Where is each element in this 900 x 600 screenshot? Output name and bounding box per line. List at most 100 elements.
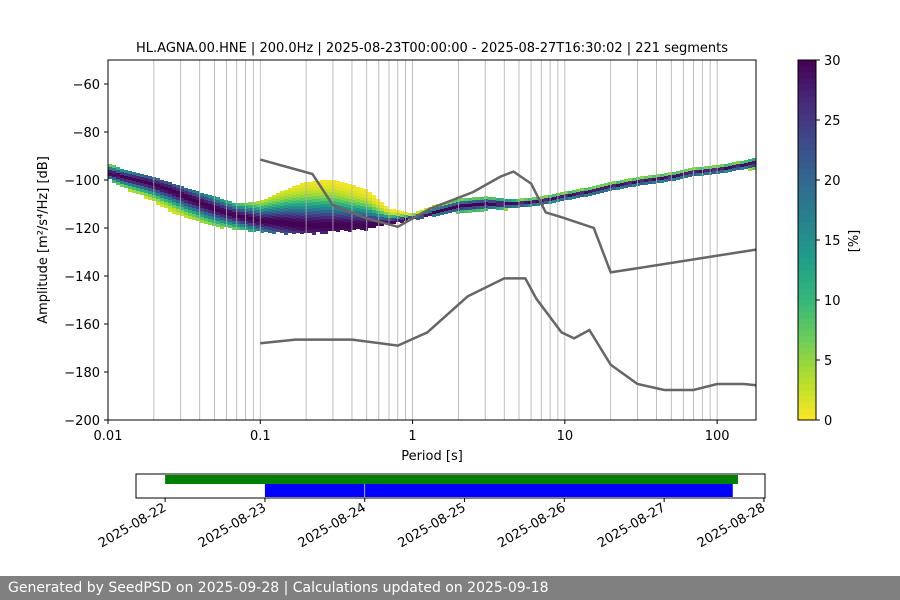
heatmap-cell — [644, 179, 648, 182]
y-tick-label: −180 — [64, 366, 100, 381]
heatmap-cell — [492, 203, 496, 206]
heatmap-cell — [160, 186, 164, 189]
heatmap-cell — [508, 199, 512, 202]
heatmap-cell — [572, 190, 576, 193]
heatmap-cell — [660, 177, 664, 180]
heatmap-cell — [336, 199, 340, 202]
heatmap-cell — [716, 168, 720, 171]
heatmap-cell — [308, 224, 312, 227]
heatmap-cell — [176, 209, 180, 212]
heatmap-cell — [308, 230, 312, 233]
heatmap-cell — [276, 196, 280, 199]
heatmap-cell — [204, 203, 208, 206]
heatmap-cell — [364, 192, 368, 195]
y-tick-label: −200 — [64, 414, 100, 429]
heatmap-cell — [312, 202, 316, 205]
heatmap-cell — [688, 171, 692, 174]
heatmap-cell — [356, 211, 360, 214]
heatmap-cell — [172, 211, 176, 214]
heatmap-cell — [664, 173, 668, 176]
heatmap-cell — [288, 200, 292, 203]
heatmap-cell — [240, 215, 244, 218]
heatmap-cell — [388, 212, 392, 215]
heatmap-cell — [364, 210, 368, 213]
heatmap-cell — [340, 200, 344, 203]
heatmap-cell — [296, 185, 300, 188]
colorbar-segment — [798, 306, 816, 313]
colorbar-tick-label: 30 — [824, 54, 841, 69]
heatmap-cell — [256, 201, 260, 204]
heatmap-cell — [276, 208, 280, 211]
heatmap-cell — [312, 181, 316, 184]
colorbar-segment — [798, 396, 816, 403]
heatmap-cell — [324, 183, 328, 186]
heatmap-cell — [336, 196, 340, 199]
heatmap-cell — [248, 220, 252, 223]
heatmap-cell — [172, 208, 176, 211]
heatmap-cell — [728, 166, 732, 169]
heatmap-cell — [264, 202, 268, 205]
heatmap-cell — [536, 203, 540, 206]
heatmap-cell — [220, 202, 224, 205]
heatmap-cell — [164, 193, 168, 196]
heatmap-cell — [224, 215, 228, 218]
heatmap-cell — [160, 195, 164, 198]
heatmap-cell — [384, 209, 388, 212]
heatmap-cell — [272, 216, 276, 219]
heatmap-cell — [348, 208, 352, 211]
heatmap-cell — [348, 199, 352, 202]
heatmap-cell — [372, 216, 376, 219]
heatmap-cell — [340, 212, 344, 215]
heatmap-cell — [268, 203, 272, 206]
heatmap-cell — [328, 189, 332, 192]
heatmap-cell — [312, 184, 316, 187]
heatmap-cell — [268, 218, 272, 221]
heatmap-cell — [452, 206, 456, 209]
heatmap-cell — [244, 227, 248, 230]
heatmap-cell — [308, 188, 312, 191]
heatmap-cell — [248, 202, 252, 205]
heatmap-cell — [360, 224, 364, 227]
heatmap-cell — [336, 226, 340, 229]
heatmap-cell — [252, 220, 256, 223]
heatmap-cell — [352, 185, 356, 188]
heatmap-cell — [272, 228, 276, 231]
heatmap-cell — [156, 184, 160, 187]
heatmap-cell — [316, 223, 320, 226]
heatmap-cell — [140, 183, 144, 186]
data-availability-timeline: 2025-08-22 2025-08-23 2025-08-24 2025-08-25… — [96, 473, 768, 551]
heatmap-cell — [448, 207, 452, 210]
heatmap-cell — [268, 206, 272, 209]
heatmap-cell — [208, 204, 212, 207]
heatmap-cell — [112, 180, 116, 183]
heatmap-cell — [360, 194, 364, 197]
heatmap-cell — [180, 192, 184, 195]
colorbar-segment — [798, 132, 816, 139]
heatmap-cell — [496, 204, 500, 207]
heatmap-cell — [564, 191, 568, 194]
heatmap-cell — [212, 196, 216, 199]
heatmap-cell — [352, 188, 356, 191]
heatmap-cell — [636, 180, 640, 183]
heatmap-cell — [252, 214, 256, 217]
heatmap-cell — [652, 175, 656, 178]
heatmap-cell — [672, 172, 676, 175]
heatmap-cell — [196, 218, 200, 221]
heatmap-cell — [320, 216, 324, 219]
heatmap-cell — [332, 222, 336, 225]
heatmap-cell — [336, 190, 340, 193]
heatmap-cell — [172, 205, 176, 208]
heatmap-cell — [344, 222, 348, 225]
heatmap-cell — [344, 192, 348, 195]
heatmap-cell — [344, 228, 348, 231]
heatmap-cell — [184, 215, 188, 218]
x-tick-label: 0.1 — [250, 429, 271, 444]
heatmap-cell — [328, 228, 332, 231]
heatmap-cell — [620, 183, 624, 186]
heatmap-cell — [128, 186, 132, 189]
heatmap-cell — [132, 175, 136, 178]
heatmap-cell — [336, 220, 340, 223]
heatmap-cell — [348, 184, 352, 187]
heatmap-cell — [476, 197, 480, 200]
heatmap-cell — [340, 191, 344, 194]
